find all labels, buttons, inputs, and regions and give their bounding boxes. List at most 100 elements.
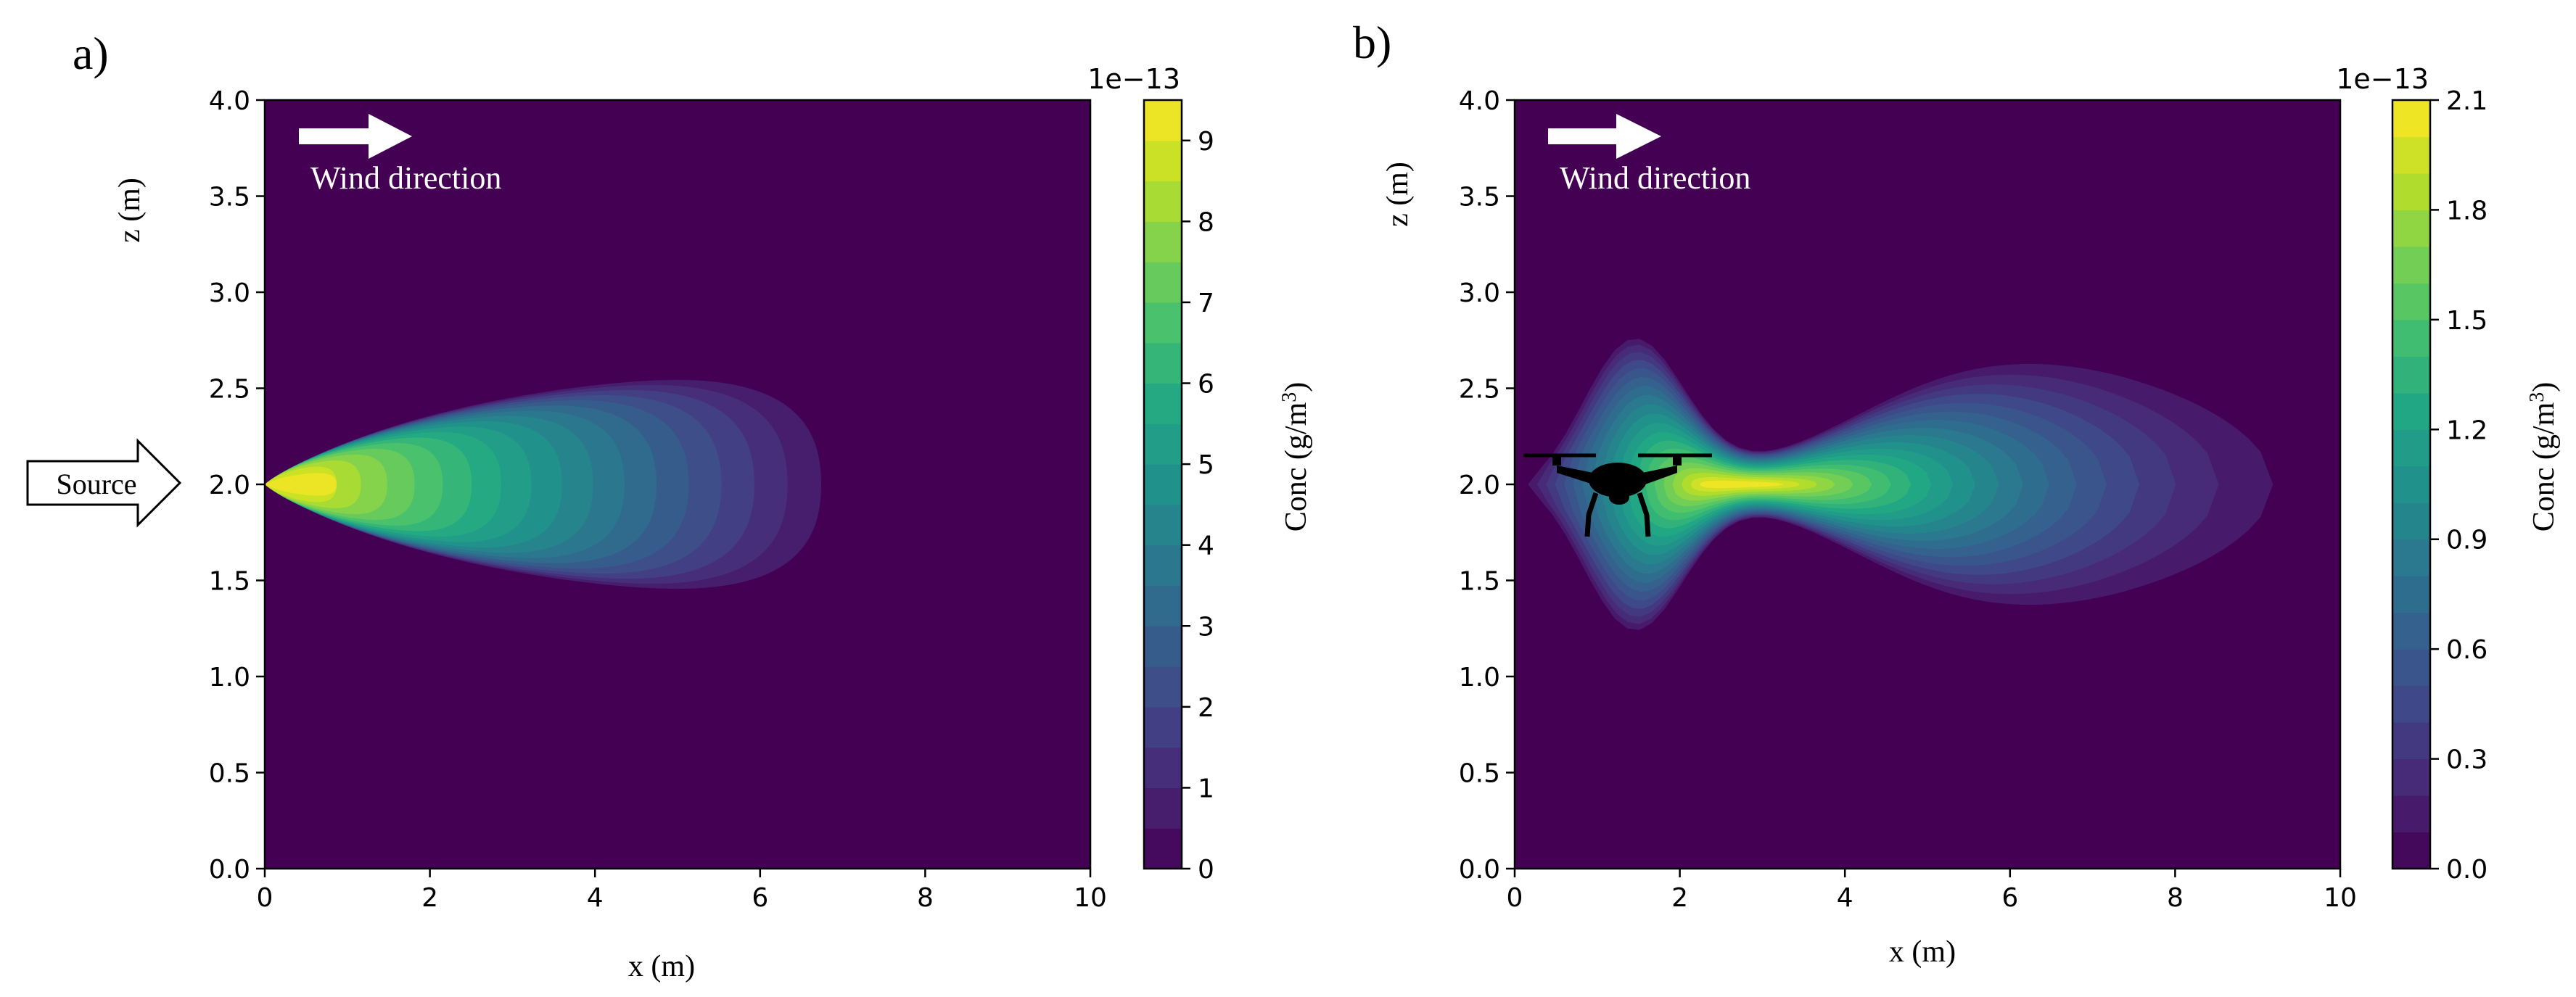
colorbar-level-band [1144, 342, 1182, 384]
panel-a-x-ticks: 0 2 4 6 8 10 [257, 869, 1107, 913]
panel-b-y-axis-label: z (m) [1381, 162, 1415, 227]
colorbar-tick-label: 2 [1198, 693, 1214, 723]
colorbar-level-band [2392, 539, 2430, 576]
panel-a-label: a) [73, 28, 109, 79]
colorbar-level-band [1144, 585, 1182, 626]
colorbar-level-band [2392, 392, 2430, 430]
panel-a-colorbar-ticks: 0 1 2 3 4 5 6 7 8 9 [1182, 127, 1214, 885]
colorbar-level-band [1144, 262, 1182, 303]
colorbar-level-band [1144, 423, 1182, 465]
panel-a-wind-arrow-icon [299, 114, 412, 159]
colorbar-level-band [2392, 246, 2430, 284]
y-tick-label: 1.5 [209, 567, 250, 597]
x-tick-label: 0 [257, 883, 273, 913]
colorbar-level-band [1144, 545, 1182, 587]
panel-b-colorbar-offset: 1e−13 [2336, 63, 2429, 95]
y-tick-label: 0.5 [209, 759, 250, 789]
colorbar-tick-label: 1 [1198, 774, 1214, 803]
panel-a-x-axis-label: x (m) [628, 950, 695, 983]
colorbar-level-band [1144, 464, 1182, 505]
y-tick-label: 2.0 [1459, 471, 1500, 500]
panel-b-contours [1528, 339, 2273, 630]
x-tick-label: 6 [2001, 883, 2018, 913]
colorbar-level-band [2392, 356, 2430, 394]
panel-a-y-axis-label: z (m) [113, 178, 147, 243]
x-tick-label: 10 [1074, 883, 1107, 913]
colorbar-tick-label: 4 [1198, 531, 1214, 561]
colorbar-tick-label: 5 [1198, 450, 1214, 480]
colorbar-level-band [2392, 685, 2430, 723]
colorbar-level-band [2392, 832, 2430, 869]
panel-a-colorbar-frame [1143, 99, 1183, 870]
panel-a-colorbar-label: Conc (g/m3) [1278, 382, 1313, 531]
colorbar-level-band [1144, 383, 1182, 424]
colorbar-level-band [1144, 100, 1182, 141]
y-tick-label: 1.0 [1459, 663, 1500, 692]
x-tick-label: 4 [587, 883, 604, 913]
x-tick-label: 10 [2324, 883, 2357, 913]
y-tick-label: 4.0 [209, 86, 250, 116]
colorbar-tick-label: 8 [1198, 207, 1214, 237]
colorbar-level-band [2392, 319, 2430, 357]
colorbar-level-band [2392, 758, 2430, 796]
panel-a-contours [265, 379, 822, 589]
y-tick-label: 3.5 [1459, 183, 1500, 212]
colorbar-tick-label: 2.1 [2446, 86, 2487, 116]
y-tick-label: 3.0 [1459, 278, 1500, 308]
colorbar-level-band [2392, 466, 2430, 503]
y-tick-label: 0.0 [1459, 855, 1500, 885]
contour-level [265, 473, 337, 496]
colorbar-level-band [1144, 302, 1182, 344]
colorbar-tick-label: 0.6 [2446, 635, 2487, 665]
y-tick-label: 2.0 [209, 471, 250, 500]
panel-a-source-label: Source [56, 468, 136, 500]
colorbar-level-band [1144, 221, 1182, 262]
colorbar-tick-label: 6 [1198, 370, 1214, 400]
colorbar-level-band [2392, 722, 2430, 760]
panel-b-x-axis-label: x (m) [1889, 935, 1956, 969]
x-tick-label: 4 [1837, 883, 1853, 913]
colorbar-tick-label: 1.5 [2446, 306, 2487, 336]
x-tick-label: 2 [1671, 883, 1688, 913]
colorbar-level-band [2392, 100, 2430, 138]
panel-a-wind-label: Wind direction [310, 160, 501, 196]
x-tick-label: 8 [2167, 883, 2184, 913]
colorbar-level-band [2392, 795, 2430, 833]
colorbar-tick-label: 7 [1198, 289, 1214, 318]
x-tick-label: 2 [421, 883, 438, 913]
y-tick-label: 1.5 [1459, 567, 1500, 597]
y-tick-label: 3.0 [209, 278, 250, 308]
panel-b-y-ticks: 0.0 0.5 1.0 1.5 2.0 2.5 3.0 3.5 4.0 [1459, 86, 1515, 885]
colorbar-level-band [1144, 181, 1182, 222]
panel-b-colorbar [2392, 100, 2430, 869]
panel-b-label: b) [1353, 17, 1391, 68]
colorbar-level-band [2392, 210, 2430, 247]
colorbar-level-band [2392, 612, 2430, 650]
contour-level [1700, 480, 1783, 489]
colorbar-level-band [1144, 787, 1182, 829]
panel-b-colorbar-label: Conc (g/m3) [2526, 382, 2561, 531]
panel-b-colorbar-ticks: 0.0 0.3 0.6 0.9 1.2 1.5 1.8 2.1 [2430, 86, 2487, 885]
colorbar-tick-label: 1.8 [2446, 196, 2487, 226]
y-tick-label: 1.0 [209, 663, 250, 692]
panel-b-colorbar-frame [2391, 99, 2432, 870]
colorbar-tick-label: 1.2 [2446, 415, 2487, 445]
colorbar-level-band [2392, 173, 2430, 211]
y-tick-label: 3.5 [209, 183, 250, 212]
colorbar-level-band [2392, 649, 2430, 687]
panel-a-colorbar-offset: 1e−13 [1087, 63, 1180, 95]
colorbar-tick-label: 9 [1198, 127, 1214, 157]
colorbar-tick-label: 0.9 [2446, 526, 2487, 555]
colorbar-level-band [2392, 136, 2430, 174]
colorbar-level-band [2392, 502, 2430, 540]
panel-b: b) 0 2 4 6 8 10 0.0 0.5 1.0 1.5 2.0 2.5 3.0 3.5 4.0 x… [1353, 17, 2561, 969]
colorbar-level-band [1144, 140, 1182, 182]
colorbar-level-band [1144, 747, 1182, 789]
panel-a-y-ticks: 0.0 0.5 1.0 1.5 2.0 2.5 3.0 3.5 4.0 [209, 86, 265, 885]
colorbar-level-band [1144, 504, 1182, 546]
panel-a: a) 0 2 4 6 8 10 0.00.51.01.52.02.53.03.54.0 x… [26, 28, 1313, 983]
panel-a-source-arrow-icon [26, 438, 182, 528]
y-tick-label: 2.5 [209, 375, 250, 405]
colorbar-level-band [1144, 666, 1182, 708]
